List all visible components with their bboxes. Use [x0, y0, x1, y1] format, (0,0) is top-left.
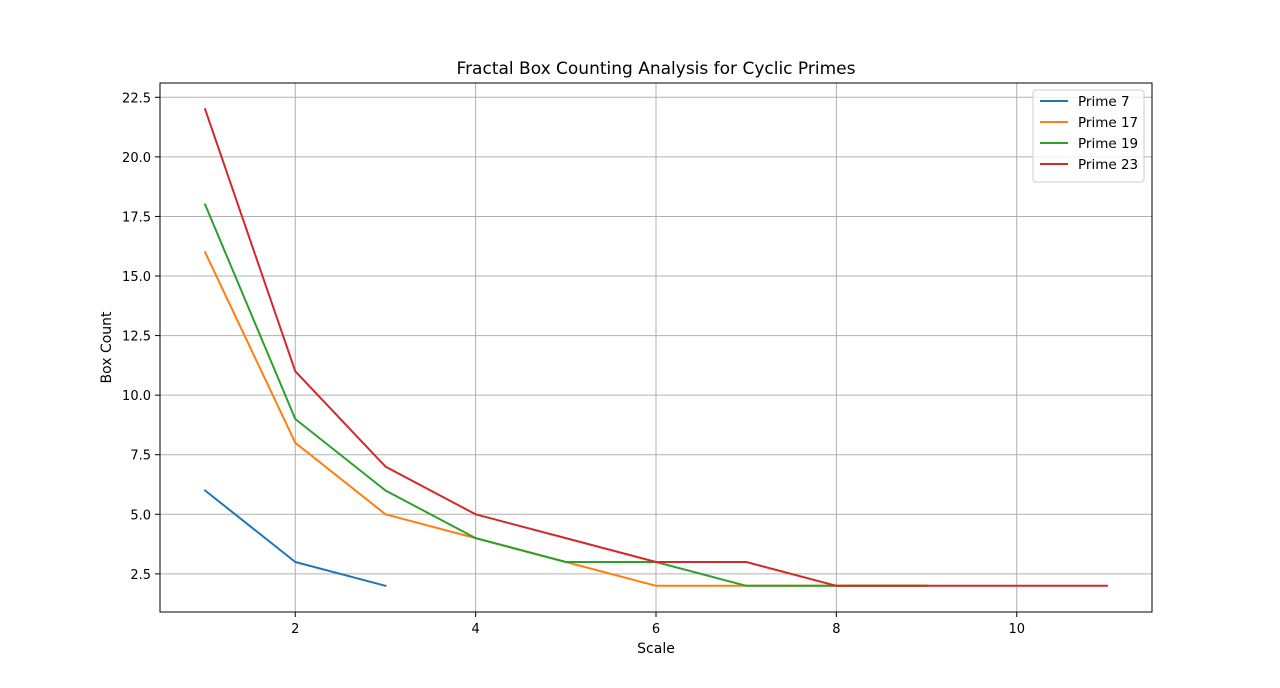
legend: Prime 7 Prime 17 Prime 19 Prime 23 — [1032, 89, 1145, 183]
grid-layer — [160, 83, 1152, 612]
y-tick-label: 22.5 — [122, 91, 151, 106]
x-tick-label: 6 — [652, 622, 660, 637]
series-line-prime-7 — [203, 489, 387, 588]
legend-box — [1032, 89, 1145, 183]
series-line-prime-19 — [203, 203, 928, 587]
tick-layer: 2 4 6 8 10 2.5 5.0 7.5 10.0 12.5 15.0 17.5 20.0 22.5 — [122, 91, 1025, 637]
y-axis-label: Box Count — [99, 311, 115, 384]
y-tick-label: 2.5 — [130, 568, 151, 583]
series-layer — [203, 107, 1108, 588]
x-tick-label: 8 — [832, 622, 840, 637]
legend-label: Prime 7 — [1078, 94, 1130, 110]
y-tick-label: 5.0 — [130, 508, 151, 523]
x-tick-label: 4 — [471, 622, 479, 637]
x-tick-label: 2 — [291, 622, 299, 637]
legend-label: Prime 23 — [1078, 157, 1138, 173]
legend-label: Prime 17 — [1078, 115, 1138, 131]
legend-label: Prime 19 — [1078, 136, 1138, 152]
y-tick-label: 7.5 — [130, 449, 151, 464]
y-tick-label: 20.0 — [122, 151, 151, 166]
x-tick-label: 10 — [1008, 622, 1025, 637]
chart-title: Fractal Box Counting Analysis for Cyclic… — [457, 59, 856, 79]
y-tick-label: 15.0 — [122, 270, 151, 285]
y-tick-label: 10.0 — [122, 389, 151, 404]
series-line-prime-23 — [203, 107, 1108, 587]
y-tick-label: 12.5 — [122, 330, 151, 345]
y-tick-label: 17.5 — [122, 210, 151, 225]
x-axis-label: Scale — [637, 641, 675, 657]
